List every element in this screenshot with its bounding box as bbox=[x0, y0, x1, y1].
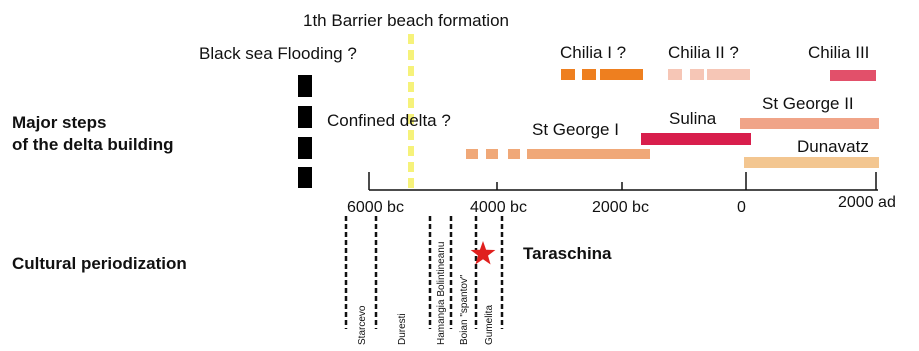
chilia2-label: Chilia II ? bbox=[668, 43, 739, 62]
culture-gumelita: Gumelita bbox=[484, 305, 495, 345]
chilia1-label: Chilia I ? bbox=[560, 43, 626, 62]
stgeorge2-label: St George II bbox=[762, 94, 854, 113]
dunavatz-bar bbox=[744, 157, 879, 168]
tick-label-6000bc: 6000 bc bbox=[347, 199, 404, 216]
taraschina-star-icon bbox=[470, 241, 496, 265]
chilia3-label: Chilia III bbox=[808, 43, 869, 62]
taraschina-label: Taraschina bbox=[523, 244, 612, 263]
barrier-formation-label: 1th Barrier beach formation bbox=[303, 11, 509, 30]
confined-delta-label: Confined delta ? bbox=[327, 111, 451, 130]
culture-hamangia: Hamangia Bolintineanu bbox=[436, 242, 447, 345]
chilia2-bar bbox=[668, 69, 750, 80]
tick-label-2000ad: 2000 ad bbox=[838, 194, 896, 211]
culture-lines bbox=[344, 216, 504, 329]
black-sea-flooding-bar bbox=[298, 75, 312, 188]
delta-building-label: of the delta building bbox=[12, 135, 173, 154]
culture-boian: Boian "spantov" bbox=[459, 274, 470, 345]
tick-label-2000bc: 2000 bc bbox=[592, 199, 649, 216]
stgeorge2-bar bbox=[740, 118, 879, 129]
stgeorge1-label: St George I bbox=[532, 120, 619, 139]
tick-label-0: 0 bbox=[737, 199, 746, 216]
cultural-periodization-label: Cultural periodization bbox=[12, 254, 187, 273]
stgeorge1-bar bbox=[466, 149, 650, 159]
chilia3-bar bbox=[830, 70, 876, 81]
major-steps-label: Major steps bbox=[12, 113, 106, 132]
tick-label-4000bc: 4000 bc bbox=[470, 199, 527, 216]
time-axis bbox=[368, 172, 878, 191]
chilia1-bar bbox=[561, 69, 643, 80]
sulina-bar bbox=[641, 133, 751, 145]
sulina-label: Sulina bbox=[669, 109, 717, 128]
culture-duresti: Duresti bbox=[397, 313, 408, 345]
culture-starcevo: Starcevo bbox=[357, 305, 368, 345]
dunavatz-label: Dunavatz bbox=[797, 137, 869, 156]
black-sea-flooding-label: Black sea Flooding ? bbox=[199, 44, 357, 63]
